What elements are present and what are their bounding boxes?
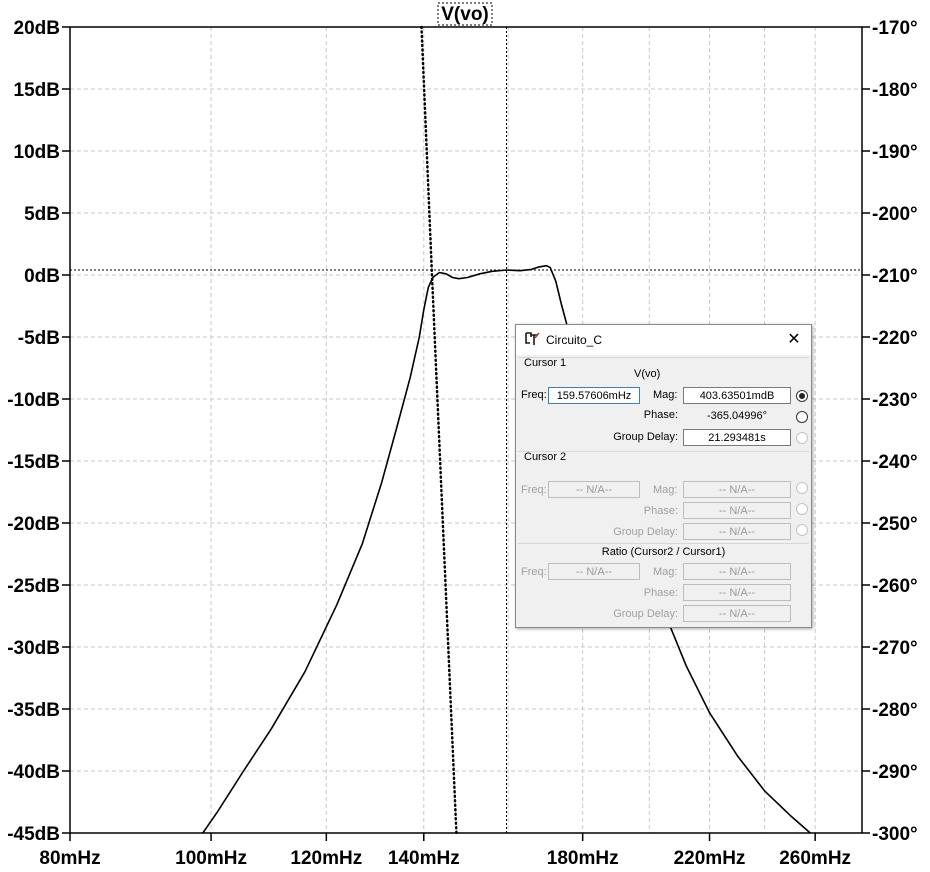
y-right-tick-label: -250° xyxy=(872,514,918,535)
cursor1-mag-label: Mag: xyxy=(653,389,678,401)
cursor2-group-delay-radio[interactable] xyxy=(796,524,808,536)
cursor1-group-delay-field: 21.293481s xyxy=(683,429,791,446)
x-tick-label: 100mHz xyxy=(175,848,247,869)
cursor2-group-delay-field: -- N/A-- xyxy=(683,523,791,540)
ratio-phase-field: -- N/A-- xyxy=(683,584,791,601)
ratio-freq-field: -- N/A-- xyxy=(548,563,640,580)
y-right-tick-label: -230° xyxy=(872,390,918,411)
y-left-tick-label: -15dB xyxy=(7,452,60,473)
y-left-tick-label: -30dB xyxy=(7,638,60,659)
y-left-tick-label: -35dB xyxy=(7,700,60,721)
cursor2-mag-radio[interactable] xyxy=(796,482,808,494)
ratio-group-delay-field: -- N/A-- xyxy=(683,605,791,622)
ratio-divider xyxy=(518,543,809,544)
cursor2-group-delay-label: Group Delay: xyxy=(613,526,678,538)
cursor2-phase-label: Phase: xyxy=(643,505,678,517)
cursor1-freq-field[interactable]: 159.57606mHz xyxy=(548,387,640,404)
y-left-tick-label: 20dB xyxy=(14,18,60,39)
trace-title-box xyxy=(437,2,493,26)
dialog-titlebar[interactable]: Circuito_C ✕ xyxy=(516,325,811,355)
trace-title[interactable]: V(vo) xyxy=(437,2,493,26)
dialog-title: Circuito_C xyxy=(546,333,603,347)
y-left-tick-label: -40dB xyxy=(7,762,60,783)
ratio-header: Ratio (Cursor2 / Cursor1) xyxy=(601,546,726,558)
y-right-tick-label: -200° xyxy=(872,204,918,225)
cursor1-divider xyxy=(518,357,809,358)
y-left-tick-label: -45dB xyxy=(7,824,60,845)
y-right-tick-label: -180° xyxy=(872,80,918,101)
cursor1-phase-radio[interactable] xyxy=(796,411,808,423)
y-left-tick-label: 0dB xyxy=(24,266,60,287)
cursor2-phase-field: -- N/A-- xyxy=(683,502,791,519)
cursor2-header: Cursor 2 xyxy=(524,451,567,463)
x-tick-label: 220mHz xyxy=(674,848,746,869)
cursor1-phase-field: -365.04996° xyxy=(683,407,791,424)
close-icon[interactable]: ✕ xyxy=(787,331,801,348)
y-right-tick-label: -170° xyxy=(872,18,918,39)
ratio-mag-field: -- N/A-- xyxy=(683,563,791,580)
x-tick-label: 140mHz xyxy=(388,848,460,869)
cursor1-trace-name: V(vo) xyxy=(634,368,661,380)
ratio-freq-label: Freq: xyxy=(521,566,547,578)
cursor-dialog[interactable]: Circuito_C ✕ Cursor 1 V(vo) Freq: 159.57… xyxy=(515,324,812,628)
cursor1-phase-label: Phase: xyxy=(643,409,678,421)
cursor1-freq-label: Freq: xyxy=(521,389,547,401)
ratio-group-delay-label: Group Delay: xyxy=(613,608,678,620)
cursor2-phase-radio[interactable] xyxy=(796,503,808,515)
cursor2-freq-field[interactable]: -- N/A-- xyxy=(548,481,640,498)
cursor2-freq-label: Freq: xyxy=(521,484,547,496)
y-left-tick-label: 5dB xyxy=(24,204,60,225)
axis-tick-labels: 20dB 15dB 10dB 5dB 0dB -5dB -10dB -15dB -20dB -25… xyxy=(7,18,917,869)
y-left-tick-label: 15dB xyxy=(14,80,60,101)
y-right-tick-label: -270° xyxy=(872,638,918,659)
cursor1-group-delay-radio[interactable] xyxy=(796,432,808,444)
x-tick-label: 80mHz xyxy=(39,848,100,869)
y-left-tick-label: -10dB xyxy=(7,390,60,411)
y-right-tick-label: -210° xyxy=(872,266,918,287)
trace-title-label[interactable]: V(vo) xyxy=(441,4,489,25)
ratio-phase-label: Phase: xyxy=(643,587,678,599)
phase-trace xyxy=(420,25,458,835)
x-tick-label: 120mHz xyxy=(290,848,362,869)
y-right-tick-label: -190° xyxy=(872,142,918,163)
cursor2-mag-field: -- N/A-- xyxy=(683,481,791,498)
axis-ticks xyxy=(62,26,870,841)
y-left-tick-label: 10dB xyxy=(14,142,60,163)
y-right-tick-label: -300° xyxy=(872,824,918,845)
cursor1-group-delay-label: Group Delay: xyxy=(613,431,678,443)
cursor2-mag-label: Mag: xyxy=(653,484,678,496)
cursor1-mag-field: 403.63501mdB xyxy=(683,387,791,404)
y-right-tick-label: -220° xyxy=(872,328,918,349)
y-right-tick-label: -260° xyxy=(872,576,918,597)
y-left-tick-label: -5dB xyxy=(18,328,60,349)
ltspice-app-icon xyxy=(525,332,540,345)
y-left-tick-label: -20dB xyxy=(7,514,60,535)
y-right-tick-label: -280° xyxy=(872,700,918,721)
y-right-tick-label: -240° xyxy=(872,452,918,473)
cursor2-divider xyxy=(518,451,809,452)
cursor-lines[interactable] xyxy=(70,27,862,833)
y-right-tick-label: -290° xyxy=(872,762,918,783)
cursor1-mag-radio[interactable] xyxy=(796,390,808,402)
ratio-mag-label: Mag: xyxy=(653,566,678,578)
cursor1-header: Cursor 1 xyxy=(524,357,567,369)
x-tick-label: 260mHz xyxy=(779,848,851,869)
y-left-tick-label: -25dB xyxy=(7,576,60,597)
plot-frame xyxy=(69,26,863,834)
x-tick-label: 180mHz xyxy=(547,848,619,869)
